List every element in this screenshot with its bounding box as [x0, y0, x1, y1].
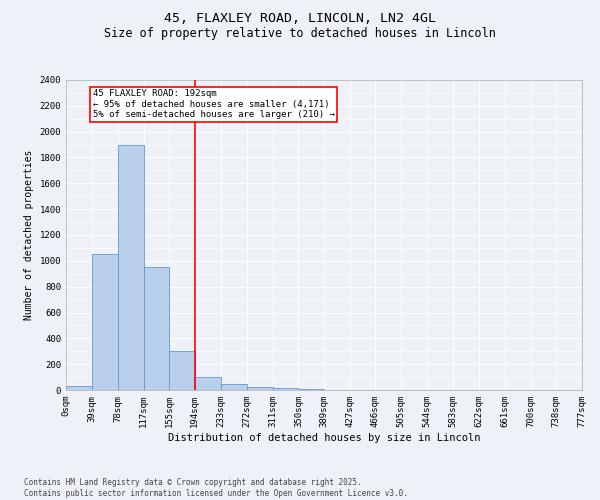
Bar — [118, 144, 143, 390]
Text: 45, FLAXLEY ROAD, LINCOLN, LN2 4GL: 45, FLAXLEY ROAD, LINCOLN, LN2 4GL — [164, 12, 436, 26]
Y-axis label: Number of detached properties: Number of detached properties — [24, 150, 34, 320]
Bar — [66, 386, 92, 390]
Bar — [221, 384, 247, 390]
Text: Size of property relative to detached houses in Lincoln: Size of property relative to detached ho… — [104, 28, 496, 40]
Bar — [92, 254, 118, 390]
Bar — [247, 387, 272, 390]
Bar — [195, 377, 221, 390]
Bar — [143, 268, 169, 390]
Text: 45 FLAXLEY ROAD: 192sqm
← 95% of detached houses are smaller (4,171)
5% of semi-: 45 FLAXLEY ROAD: 192sqm ← 95% of detache… — [92, 90, 334, 119]
Bar — [169, 351, 195, 390]
X-axis label: Distribution of detached houses by size in Lincoln: Distribution of detached houses by size … — [168, 432, 480, 442]
Text: Contains HM Land Registry data © Crown copyright and database right 2025.
Contai: Contains HM Land Registry data © Crown c… — [24, 478, 408, 498]
Bar — [272, 388, 298, 390]
